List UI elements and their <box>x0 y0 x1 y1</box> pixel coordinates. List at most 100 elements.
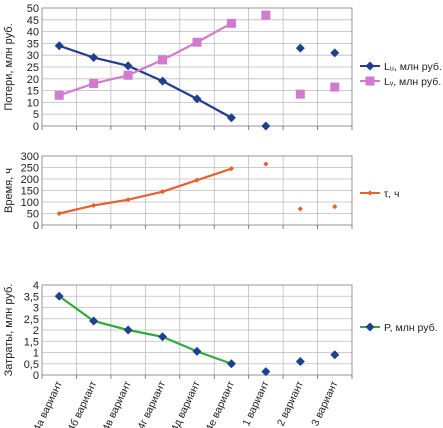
y-tick-label: 0,5 <box>24 359 39 371</box>
series-1 <box>54 291 340 377</box>
x-tick-label: 4в вариант <box>100 379 134 428</box>
data-point <box>158 332 168 342</box>
x-tick-label: 4б вариант <box>66 379 100 428</box>
legend-marker <box>365 61 375 71</box>
data-point <box>91 202 97 209</box>
x-tick-label: 4е вариант <box>203 379 237 428</box>
data-point <box>261 10 271 20</box>
data-point <box>192 94 202 104</box>
series-line <box>58 295 232 365</box>
legend-entry: τ, ч <box>360 188 399 200</box>
y-tick-label: 35 <box>27 38 39 50</box>
legend-label: P, млн руб. <box>384 322 438 334</box>
series-1 <box>54 41 340 131</box>
legend-label: Lᵥ, млн руб. <box>384 76 441 88</box>
data-point <box>330 48 340 58</box>
plot-area <box>41 155 353 226</box>
legend-marker <box>365 322 375 332</box>
data-point <box>295 357 305 366</box>
series-line <box>58 44 232 119</box>
data-point <box>192 346 202 356</box>
y-tick-label: 100 <box>21 197 39 209</box>
y-tick-label: 200 <box>21 174 39 186</box>
legend-entry: P, млн руб. <box>360 322 438 334</box>
x-tick-label: 4г вариант <box>135 379 168 428</box>
series-line <box>58 167 232 215</box>
y-tick-label: 1,5 <box>24 336 39 348</box>
y-tick-label: 3 <box>33 303 39 315</box>
data-point <box>330 350 340 360</box>
data-point <box>192 37 202 47</box>
y-tick-label: 2 <box>33 325 39 337</box>
data-point <box>226 18 236 28</box>
data-point <box>123 61 133 71</box>
data-point <box>226 113 236 123</box>
y-tick-label: 4 <box>33 280 39 292</box>
y-tick-label: 0 <box>33 220 39 232</box>
y-tick-label: 300 <box>21 151 39 163</box>
chart-panel-3: 00,511,522,533,54 Затраты, млн руб. P, млн… <box>3 280 438 382</box>
x-tick-label: 1 вариант <box>240 379 271 428</box>
legend-marker <box>367 190 373 196</box>
data-point <box>89 53 99 63</box>
plot-area <box>41 284 353 376</box>
series-2 <box>54 10 340 100</box>
x-tick-label: 3 вариант <box>309 379 340 428</box>
y-tick-label: 2,5 <box>24 314 39 326</box>
data-point <box>89 79 99 89</box>
y-axis-label: Время, ч <box>3 168 15 213</box>
y-tick-label: 30 <box>27 50 39 62</box>
series-line <box>58 22 232 97</box>
data-point <box>297 206 303 212</box>
data-point <box>123 325 133 335</box>
y-tick-label: 250 <box>21 163 39 175</box>
data-point <box>194 177 200 183</box>
data-point <box>159 189 166 195</box>
y-tick-label: 50 <box>27 209 39 221</box>
x-tick-label: 4а вариант <box>31 379 65 428</box>
y-tick-label: 50 <box>27 3 39 15</box>
data-point <box>158 76 168 86</box>
data-point <box>123 70 133 80</box>
data-point <box>56 210 62 217</box>
data-point <box>89 316 99 326</box>
legend-marker <box>365 76 375 86</box>
y-tick-label: 45 <box>27 15 39 27</box>
data-point <box>158 55 168 65</box>
data-point <box>54 41 64 51</box>
y-tick-label: 15 <box>27 86 39 98</box>
data-point <box>125 197 131 203</box>
data-point <box>261 121 271 131</box>
x-tick-label: 2 вариант <box>275 379 306 428</box>
plot-area <box>41 7 353 127</box>
legend-entry: Lᵥ, млн руб. <box>360 76 441 88</box>
data-point <box>228 166 235 172</box>
data-point <box>54 90 64 100</box>
y-tick-label: 0 <box>33 121 39 133</box>
data-point <box>330 82 340 92</box>
y-tick-label: 150 <box>21 186 39 198</box>
y-tick-label: 20 <box>27 74 39 86</box>
y-tick-label: 0 <box>33 370 39 382</box>
legend-entry: Lᵤ, млн руб. <box>360 61 442 73</box>
data-point <box>295 43 305 53</box>
series-1 <box>56 161 338 217</box>
y-tick-label: 10 <box>27 97 39 109</box>
y-tick-label: 5 <box>33 109 39 121</box>
y-tick-label: 40 <box>27 27 39 39</box>
data-point <box>295 89 305 99</box>
y-tick-label: 25 <box>27 62 39 74</box>
y-axis-label: Потери, млн руб. <box>3 23 15 110</box>
y-axis-label: Затраты, млн руб. <box>3 284 15 377</box>
data-point <box>54 291 64 301</box>
legend-label: τ, ч <box>384 188 399 200</box>
data-point <box>226 359 236 369</box>
y-tick-label: 1 <box>33 348 39 360</box>
y-tick-label: 3,5 <box>24 291 39 303</box>
legend-label: Lᵤ, млн руб. <box>384 61 442 73</box>
x-tick-label: 4д вариант <box>169 379 203 428</box>
data-point <box>332 204 338 210</box>
